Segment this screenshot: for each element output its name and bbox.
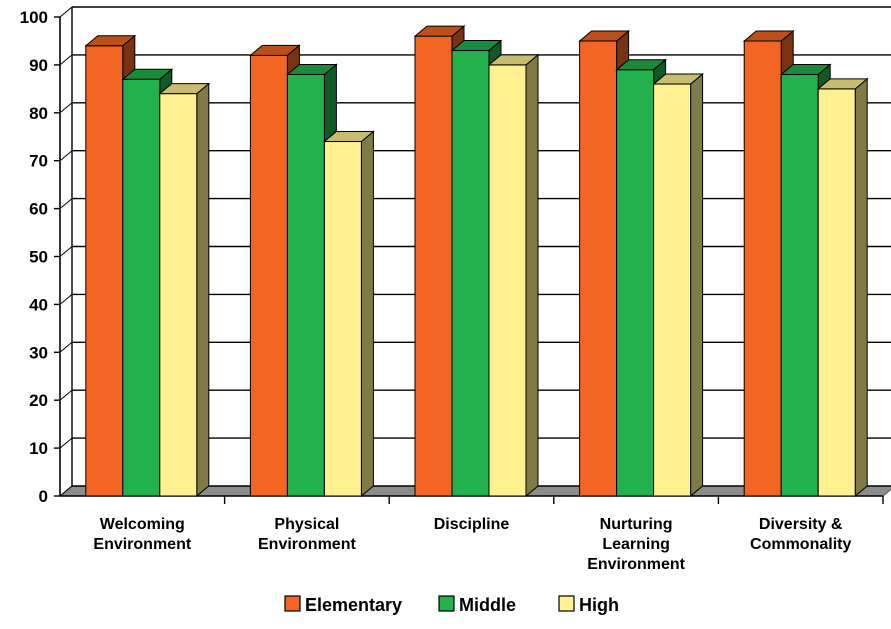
y-tick-label: 20: [29, 391, 48, 410]
bar-front-face: [488, 64, 527, 497]
gridline-side: [59, 389, 73, 401]
y-tick-label: 0: [39, 487, 48, 506]
legend-label: Middle: [459, 595, 516, 615]
bar-high: [487, 53, 540, 498]
bar-high: [816, 77, 869, 498]
bar-top-face: [249, 44, 301, 56]
y-tick-label: 50: [29, 248, 48, 267]
x-category-label-line: Environment: [587, 556, 685, 573]
x-category-label-line: Nurturing: [600, 516, 673, 533]
bar-top-face: [779, 63, 832, 75]
bar-top-face: [615, 59, 667, 71]
legend-label: Elementary: [305, 595, 402, 615]
x-category-label-line: Environment: [93, 536, 191, 553]
bar-top-face: [121, 68, 174, 80]
x-category-label-line: Diversity &: [759, 516, 843, 533]
bar-front-face: [653, 83, 692, 497]
y-tick-label: 100: [20, 8, 48, 27]
bar-top-face: [652, 73, 704, 85]
bar-top-face: [450, 40, 503, 52]
x-category-label-line: Environment: [258, 536, 356, 553]
legend-swatch: [438, 595, 455, 612]
gridline-side: [59, 485, 73, 497]
gridline-side: [59, 54, 73, 66]
legend-item-middle: Middle: [438, 595, 516, 615]
bar-top-face: [84, 35, 137, 47]
bar-front-face: [414, 35, 453, 497]
gridline-side: [59, 437, 73, 449]
legend-label: High: [579, 595, 619, 615]
gridline-side: [59, 198, 73, 209]
bars: [84, 25, 869, 498]
y-tick-label: 30: [29, 343, 48, 362]
bar-front-face: [122, 78, 161, 497]
bar-high: [323, 130, 375, 498]
x-category-label: Discipline: [434, 516, 510, 533]
x-category-label: Nurturing Learning Environment: [587, 516, 685, 573]
bar-front-face: [249, 54, 288, 497]
bar-front-face: [616, 69, 655, 497]
x-category-label: Diversity & Commonality: [750, 516, 851, 553]
bar-front-face: [817, 88, 856, 497]
gridline-side: [59, 246, 73, 257]
bar-high: [158, 82, 211, 498]
bar-front-face: [85, 45, 124, 497]
bar-top-face: [413, 25, 466, 37]
bar-front-face: [780, 73, 819, 497]
bar-side-face: [196, 82, 210, 498]
x-category-label-line: Welcoming: [100, 516, 185, 533]
gridline-side: [59, 150, 73, 162]
gridline-side: [59, 6, 73, 18]
bar-top-face: [487, 54, 540, 66]
y-tick-label: 40: [29, 295, 48, 314]
x-category-label: Physical Environment: [258, 516, 356, 553]
bar-top-face: [816, 78, 869, 90]
y-axis-ticks: 0 10 20 30 40 50 60 70 80 90 100: [20, 8, 60, 506]
x-category-label: Welcoming Environment: [93, 516, 191, 553]
gridline-side: [59, 294, 73, 305]
bar-front-face: [451, 50, 490, 497]
bar-side-face: [854, 77, 868, 498]
bar-high: [652, 72, 704, 498]
gridline-side: [59, 102, 73, 114]
y-tick-label: 80: [29, 104, 48, 123]
bar-front-face: [159, 93, 198, 497]
legend-item-high: High: [558, 595, 619, 615]
bar-top-face: [286, 63, 338, 75]
bar-top-face: [742, 30, 795, 42]
y-tick-label: 90: [29, 56, 48, 75]
x-category-label-line: Learning: [602, 536, 670, 553]
y-tick-label: 60: [29, 200, 48, 219]
x-category-label-line: Discipline: [434, 516, 510, 533]
bar-front-face: [743, 40, 782, 497]
y-tick-label: 10: [29, 439, 48, 458]
legend: Elementary Middle High: [284, 595, 619, 615]
bar-side-face: [690, 72, 704, 498]
bar-front-face: [286, 73, 325, 497]
gridline-side: [59, 341, 73, 353]
bar-top-face: [578, 30, 630, 42]
y-tick-label: 70: [29, 152, 48, 171]
legend-swatch: [284, 595, 301, 612]
legend-item-elementary: Elementary: [284, 595, 402, 615]
bar-top-face: [323, 131, 375, 143]
bar-side-face: [360, 130, 374, 498]
legend-swatch: [558, 595, 575, 612]
bar-side-face: [525, 53, 539, 498]
bar-top-face: [158, 83, 211, 95]
x-category-label-line: Physical: [274, 516, 339, 533]
bar-front-face: [323, 141, 362, 497]
x-axis-labels: Welcoming Environment Physical Environment D…: [93, 516, 851, 573]
x-category-label-line: Commonality: [750, 536, 851, 553]
bar-front-face: [579, 40, 618, 497]
